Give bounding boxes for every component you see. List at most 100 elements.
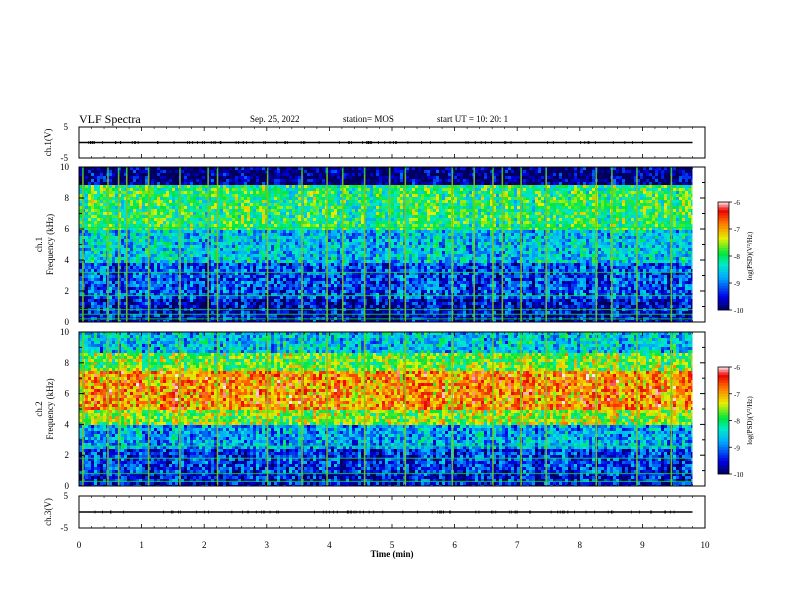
spectrum-cell (319, 185, 322, 188)
spectrum-cell (346, 257, 349, 260)
spectrum-cell (112, 284, 115, 287)
spectrum-cell (265, 215, 268, 218)
spectrum-cell (193, 218, 196, 221)
spectrum-cell (139, 221, 142, 224)
spectrum-cell (88, 269, 91, 272)
spectrum-cell (211, 176, 214, 179)
spectrum-cell (100, 179, 103, 182)
spectrum-cell (307, 212, 310, 215)
spectrum-cell (163, 194, 166, 197)
spectrum-cell (85, 287, 88, 290)
spectrum-cell (94, 230, 97, 233)
spectrum-cell (235, 218, 238, 221)
spectrum-cell (100, 281, 103, 284)
spectrum-cell (124, 302, 127, 305)
spectrum-cell (124, 185, 127, 188)
spectrum-cell (280, 200, 283, 203)
spectrum-cell (355, 188, 358, 191)
spectrum-cell (343, 224, 346, 227)
spectrum-cell (313, 206, 316, 209)
spectrum-cell (247, 233, 250, 236)
spectrum-cell (337, 284, 340, 287)
spectrum-cell (130, 188, 133, 191)
spectrum-cell (172, 221, 175, 224)
spectrum-cell (88, 248, 91, 251)
spectrum-cell (229, 227, 232, 230)
spectrum-cell (136, 176, 139, 179)
spectrum-cell (247, 287, 250, 290)
spectrum-cell (184, 293, 187, 296)
spectrum-cell (280, 284, 283, 287)
spectrum-cell (247, 188, 250, 191)
spectrum-cell (133, 257, 136, 260)
spectrum-cell (247, 167, 250, 170)
spectrum-cell (193, 248, 196, 251)
spectrum-cell (85, 197, 88, 200)
spectrum-cell (184, 176, 187, 179)
spectrum-cell (295, 188, 298, 191)
spectrum-cell (109, 215, 112, 218)
spectrum-cell (133, 218, 136, 221)
spectrum-cell (103, 203, 106, 206)
spectrum-cell (226, 191, 229, 194)
spectrum-cell (172, 200, 175, 203)
spectrum-cell (199, 311, 202, 314)
spectrum-cell (112, 200, 115, 203)
spectrum-cell (259, 194, 262, 197)
spectrum-cell (118, 239, 121, 242)
spectrum-cell (94, 215, 97, 218)
spectrum-cell (322, 290, 325, 293)
spectrum-cell (322, 212, 325, 215)
spectrum-cell (265, 188, 268, 191)
spectrum-cell (232, 188, 235, 191)
spectrum-cell (199, 251, 202, 254)
spectrum-cell (196, 257, 199, 260)
spectrum-cell (145, 245, 148, 248)
spectrum-cell (208, 194, 211, 197)
spectrum-cell (274, 170, 277, 173)
spectrum-cell (277, 272, 280, 275)
spectrum-cell (211, 290, 214, 293)
spectrum-cell (142, 311, 145, 314)
spectrum-cell (226, 230, 229, 233)
spectrum-cell (283, 176, 286, 179)
spectrum-cell (88, 218, 91, 221)
spectrum-cell (193, 197, 196, 200)
spectrum-cell (151, 224, 154, 227)
spectrum-cell (250, 221, 253, 224)
spectrum-cell (91, 302, 94, 305)
spectrum-cell (286, 275, 289, 278)
spectrum-cell (343, 281, 346, 284)
spectrum-cell (103, 173, 106, 176)
spectrum-cell (337, 296, 340, 299)
spectrum-cell (286, 212, 289, 215)
spectrum-cell (214, 272, 217, 275)
spectrum-cell (91, 290, 94, 293)
spectrum-cell (226, 233, 229, 236)
spectrum-cell (340, 263, 343, 266)
spectrum-cell (319, 242, 322, 245)
spectrum-cell (232, 263, 235, 266)
spectrum-cell (166, 227, 169, 230)
spectrum-cell (235, 212, 238, 215)
spectrum-cell (262, 302, 265, 305)
spectrum-cell (163, 296, 166, 299)
spectrum-cell (307, 251, 310, 254)
spectrum-cell (154, 221, 157, 224)
spectrum-cell (241, 275, 244, 278)
spectrum-cell (310, 188, 313, 191)
spectrum-cell (187, 266, 190, 269)
spectrum-cell (319, 215, 322, 218)
spectrum-cell (349, 251, 352, 254)
spectrum-cell (241, 221, 244, 224)
spectrum-cell (172, 302, 175, 305)
spectrum-cell (229, 296, 232, 299)
spectrum-cell (310, 221, 313, 224)
spectrum-cell (241, 179, 244, 182)
spectrum-cell (148, 293, 151, 296)
spectrum-cell (289, 254, 292, 257)
spectrum-cell (85, 260, 88, 263)
spectrum-cell (319, 233, 322, 236)
spectrum-cell (103, 266, 106, 269)
spectrum-cell (118, 293, 121, 296)
